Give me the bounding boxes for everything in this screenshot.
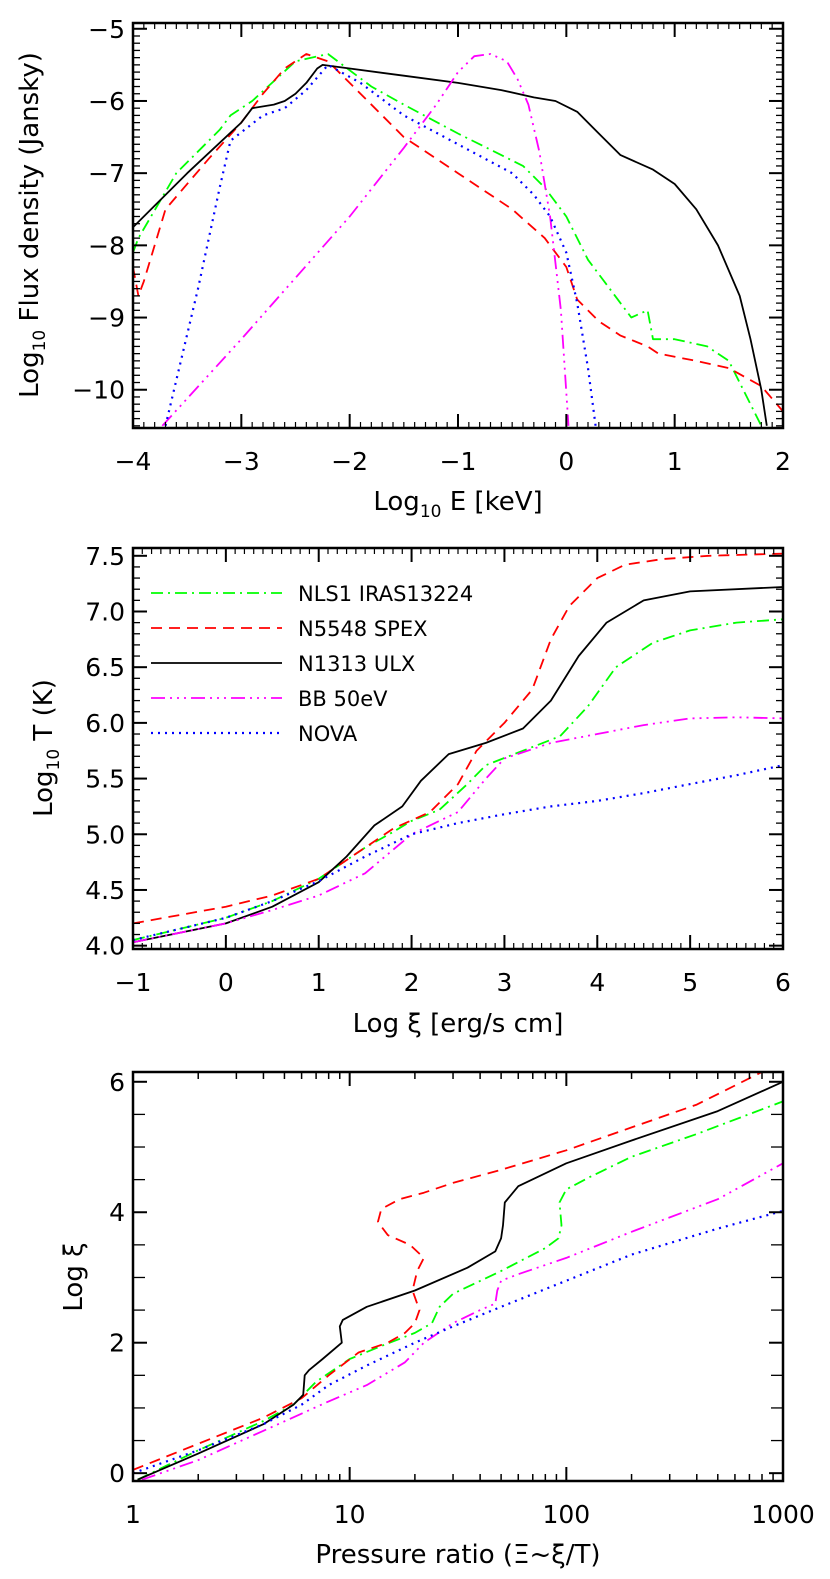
x-tick-label: −4	[115, 447, 152, 476]
legend: NLS1 IRAS13224 N5548 SPEX N1313 ULX BB 50eV…	[151, 582, 473, 746]
x-tick-label: 1	[311, 968, 327, 997]
temperature-lines	[133, 552, 783, 944]
x-tick-label: −1	[115, 968, 152, 997]
legend-label: N5548 SPEX	[298, 617, 427, 641]
y-tick-label: 5.5	[85, 765, 125, 794]
x-tick-label: 1	[667, 447, 683, 476]
legend-label: NLS1 IRAS13224	[298, 582, 473, 606]
temperature-panel: −1 0 1 2 3 4 5 6 4.0 4.5 5.0 5.5 6.0 6.5 7.0 7.5 NLS1 I…	[29, 542, 791, 1039]
series-n5548-spex	[133, 53, 783, 412]
x-tick-label: −2	[331, 447, 368, 476]
temperature-plot-frame	[131, 546, 785, 951]
temperature-ticks	[132, 548, 784, 949]
flux-plot-frame	[131, 21, 785, 430]
series-nova	[164, 63, 597, 427]
ionization-ticks	[132, 1072, 784, 1481]
ionization-panel: 1 10 100 1000 0 2 4 6 Pressure ratio (Ξ~ξ/T) Lo…	[59, 1068, 815, 1570]
x-tick-label: 4	[589, 968, 605, 997]
flux-lines	[133, 53, 783, 427]
series-nls1-iras13224	[133, 618, 783, 941]
x-tick-label: 6	[775, 968, 791, 997]
legend-label: NOVA	[298, 722, 358, 746]
y-tick-label: 6.5	[85, 653, 125, 682]
x-tick-label: −3	[223, 447, 260, 476]
y-tick-label: 4.5	[85, 876, 125, 905]
y-tick-label: 6	[109, 1068, 125, 1097]
ionization-y-axis-label: Log ξ	[59, 1242, 89, 1311]
x-tick-label: 10	[334, 1500, 366, 1529]
series-n1313-ulx	[137, 1080, 783, 1481]
series-n1313-ulx	[133, 64, 768, 426]
series-bb-50ev	[161, 53, 570, 427]
x-tick-label: 0	[218, 968, 234, 997]
flux-y-axis-label: Log10 Flux density (Jansky)	[15, 52, 50, 398]
series-nova	[133, 764, 783, 942]
series-nls1-iras13224	[137, 1100, 783, 1481]
x-tick-label: 2	[404, 968, 420, 997]
x-tick-label: 1000	[751, 1500, 815, 1529]
x-tick-label: 2	[775, 447, 791, 476]
x-tick-label: 1	[125, 1500, 141, 1529]
x-tick-label: 100	[542, 1500, 590, 1529]
y-tick-label: 4	[109, 1198, 125, 1227]
y-tick-label: 6.0	[85, 709, 125, 738]
y-tick-label: −5	[88, 15, 125, 44]
y-tick-label: −9	[88, 304, 125, 333]
y-tick-label: 2	[109, 1329, 125, 1358]
x-tick-label: 5	[682, 968, 698, 997]
y-tick-label: −8	[88, 231, 125, 260]
y-tick-label: 7.0	[85, 597, 125, 626]
series-nls1-iras13224	[133, 53, 763, 427]
x-tick-label: 3	[496, 968, 512, 997]
series-nova	[133, 1209, 783, 1475]
ionization-plot-frame	[131, 1070, 785, 1483]
series-n1313-ulx	[133, 586, 783, 944]
legend-label: N1313 ULX	[298, 652, 415, 676]
x-tick-label: −1	[440, 447, 477, 476]
ionization-tick-labels: 1 10 100 1000 0 2 4 6	[109, 1068, 815, 1529]
temperature-x-axis-label: Log ξ [erg/s cm]	[353, 1009, 564, 1039]
series-n5548-spex	[133, 1072, 763, 1471]
y-tick-label: 5.0	[85, 820, 125, 849]
y-tick-label: 0	[109, 1459, 125, 1488]
y-tick-label: 7.5	[85, 542, 125, 571]
series-bb-50ev	[133, 716, 783, 944]
temperature-tick-labels: −1 0 1 2 3 4 5 6 4.0 4.5 5.0 5.5 6.0 6.5 7.0 7.5	[85, 542, 791, 997]
y-tick-label: −6	[88, 87, 125, 116]
temperature-y-axis-label: Log10 T (K)	[29, 679, 64, 817]
ionization-x-axis-label: Pressure ratio (Ξ~ξ/T)	[315, 1540, 600, 1570]
series-n5548-spex	[133, 552, 783, 925]
flux-density-panel: −4 −3 −2 −1 0 1 2−5−6−7−8−9−10 Log10 E [keV] L…	[15, 15, 791, 522]
flux-tick-labels: −4 −3 −2 −1 0 1 2−5−6−7−8−9−10	[72, 15, 791, 476]
ionization-lines	[133, 1072, 783, 1481]
y-tick-label: −10	[72, 376, 125, 405]
flux-x-axis-label: Log10 E [keV]	[373, 487, 542, 522]
legend-label: BB 50eV	[298, 687, 388, 711]
series-bb-50ev	[141, 1162, 783, 1481]
x-tick-label: 0	[558, 447, 574, 476]
y-tick-label: −7	[88, 159, 125, 188]
y-tick-label: 4.0	[85, 932, 125, 961]
